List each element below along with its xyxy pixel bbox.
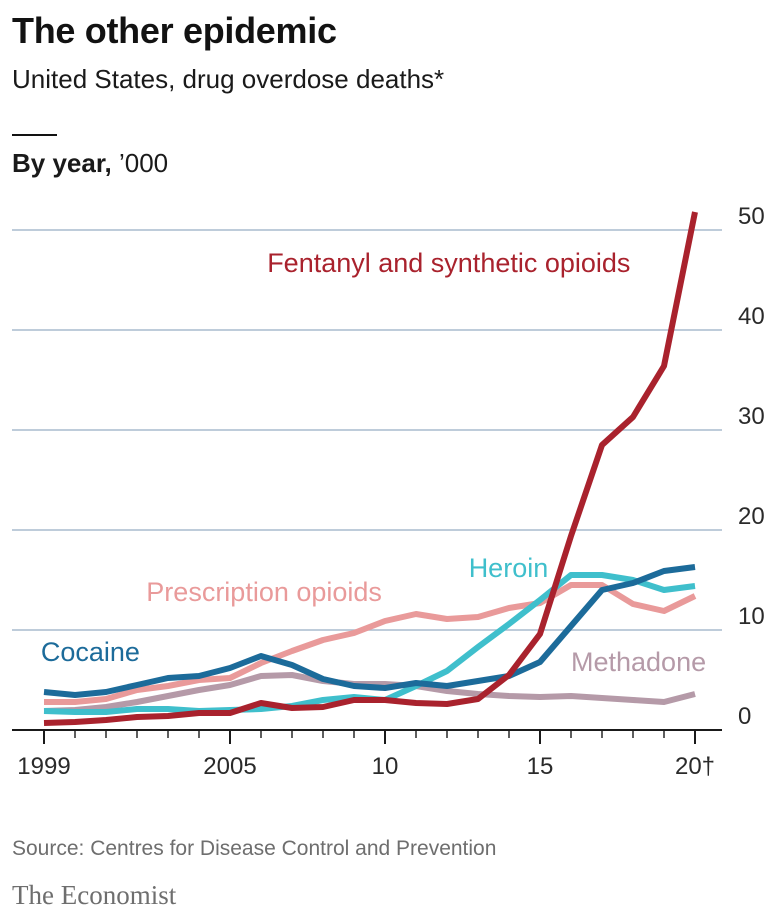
series-line-cocaine xyxy=(43,564,696,698)
x-tick-label-2015: 15 xyxy=(527,753,554,780)
panel-heading-unit: ’000 xyxy=(111,148,169,178)
panel-heading: By year, ’000 xyxy=(12,148,168,179)
series-label-heroin: Heroin xyxy=(469,553,549,583)
series-line-fentanyl-and-synthetic-opioids xyxy=(43,211,698,726)
chart-subtitle: United States, drug overdose deaths* xyxy=(12,64,445,94)
x-tick-label-2005: 2005 xyxy=(203,753,256,780)
panel-heading-label: By year, xyxy=(12,148,112,178)
y-tick-label-0: 0 xyxy=(738,703,751,730)
series-line-methadone xyxy=(43,672,696,714)
series-line-prescription-opioids xyxy=(44,582,697,705)
y-tick-label-40: 40 xyxy=(738,303,765,330)
y-tick-label-20: 20 xyxy=(738,503,765,530)
x-tick-label-2020: 20† xyxy=(675,753,715,780)
source-note: Source: Centres for Disease Control and … xyxy=(12,837,497,860)
chart-title: The other epidemic xyxy=(12,10,337,51)
heading-rule xyxy=(12,134,57,136)
annotation-layer: Fentanyl and synthetic opioids Heroin Pres… xyxy=(41,248,706,677)
series-layer xyxy=(43,211,698,726)
series-label-fentanyl-and-synthetic-opioids: Fentanyl and synthetic opioids xyxy=(267,248,630,278)
y-tick-label-50: 50 xyxy=(738,203,765,230)
y-tick-label-30: 30 xyxy=(738,403,765,430)
x-tick-label-1999: 1999 xyxy=(17,753,70,780)
overdose-line-chart: 0 10 20 30 40 50 1999 2005 10 15 20† Fentanyl and … xyxy=(12,203,765,780)
series-label-methadone: Methadone xyxy=(571,647,706,677)
axis-layer: 0 10 20 30 40 50 1999 2005 10 15 20† xyxy=(12,203,765,780)
series-label-prescription-opioids: Prescription opioids xyxy=(146,577,382,607)
publisher-logo: The Economist xyxy=(12,880,177,910)
y-tick-label-10: 10 xyxy=(738,603,765,630)
x-tick-label-2010: 10 xyxy=(372,753,399,780)
series-label-cocaine: Cocaine xyxy=(41,637,140,667)
